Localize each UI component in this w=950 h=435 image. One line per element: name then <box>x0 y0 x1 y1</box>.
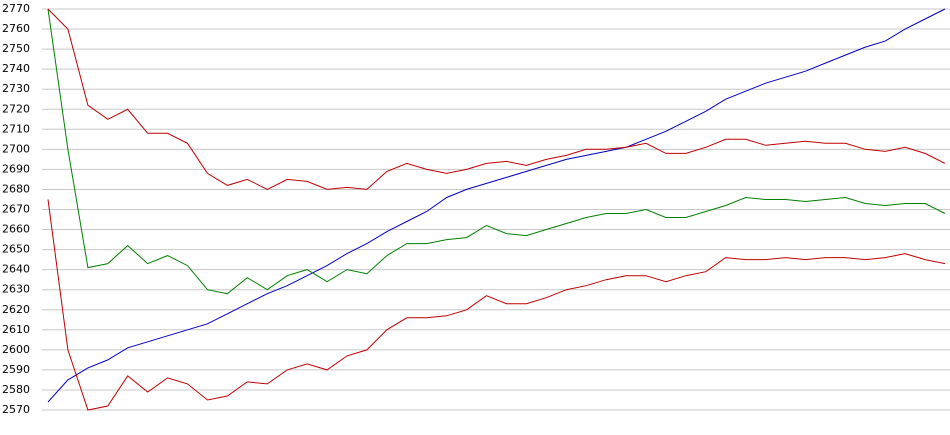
y-tick-label: 2670 <box>2 203 30 216</box>
y-tick-label: 2740 <box>2 62 30 75</box>
y-tick-label: 2700 <box>2 142 30 155</box>
data-line <box>47 8 946 403</box>
y-tick-label: 2710 <box>2 122 30 135</box>
y-tick-label: 2720 <box>2 102 30 115</box>
y-tick-label: 2750 <box>2 42 30 55</box>
data-line <box>47 8 946 295</box>
y-tick-label: 2640 <box>2 263 30 276</box>
y-tick-label: 2730 <box>2 82 30 95</box>
y-tick-label: 2570 <box>2 403 30 416</box>
y-tick-label: 2630 <box>2 283 30 296</box>
y-tick-label: 2660 <box>2 223 30 236</box>
data-line <box>47 199 946 411</box>
y-tick-label: 2760 <box>2 22 30 35</box>
y-tick-label: 2580 <box>2 383 30 396</box>
y-tick-label: 2650 <box>2 243 30 256</box>
y-tick-label: 2620 <box>2 303 30 316</box>
y-tick-label: 2770 <box>2 2 30 15</box>
y-tick-label: 2690 <box>2 162 30 175</box>
y-tick-label: 2590 <box>2 363 30 376</box>
y-tick-label: 2680 <box>2 182 30 195</box>
y-tick-label: 2600 <box>2 343 30 356</box>
data-line <box>47 8 946 190</box>
y-tick-label: 2610 <box>2 323 30 336</box>
